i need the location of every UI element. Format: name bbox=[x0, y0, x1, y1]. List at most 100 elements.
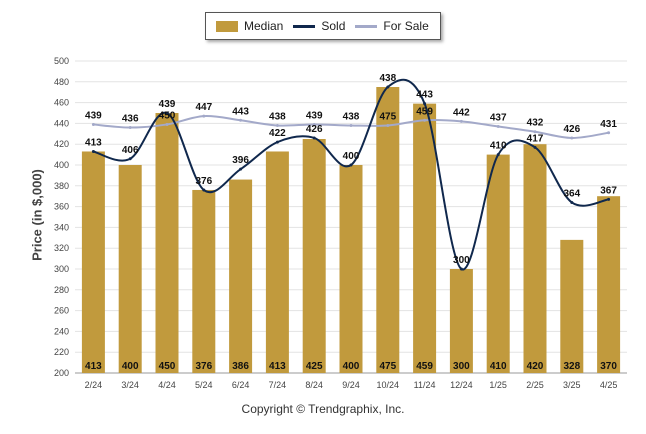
x-tick-label: 6/24 bbox=[232, 380, 250, 390]
legend-item-sold[interactable]: Sold bbox=[293, 19, 345, 33]
sold-data-label: 367 bbox=[600, 185, 617, 196]
median-bar bbox=[413, 103, 437, 373]
median-data-label: 475 bbox=[379, 361, 396, 372]
x-tick-label: 4/24 bbox=[158, 380, 176, 390]
legend-label-median: Median bbox=[244, 19, 284, 33]
sold-swatch bbox=[293, 24, 316, 28]
for-sale-point bbox=[386, 123, 390, 127]
x-tick-label: 11/24 bbox=[414, 380, 436, 390]
y-tick-label: 440 bbox=[54, 118, 69, 128]
y-tick-label: 480 bbox=[54, 77, 69, 87]
for-sale-data-label: 432 bbox=[527, 118, 544, 129]
sold-point bbox=[91, 149, 95, 153]
median-data-label: 400 bbox=[343, 361, 360, 372]
median-data-label: 370 bbox=[600, 361, 617, 372]
sold-point bbox=[533, 145, 537, 149]
x-tick-label: 3/25 bbox=[563, 380, 581, 390]
for-sale-point bbox=[459, 119, 463, 123]
copyright: Copyright © Trendgraphix, Inc. bbox=[241, 402, 405, 416]
for-sale-point bbox=[607, 131, 611, 135]
sold-data-label: 417 bbox=[527, 133, 544, 144]
y-tick-label: 220 bbox=[54, 347, 69, 357]
median-bar bbox=[449, 269, 473, 373]
for-sale-point bbox=[496, 125, 500, 129]
y-tick-label: 240 bbox=[54, 326, 69, 336]
legend-item-median[interactable]: Median bbox=[216, 19, 283, 33]
median-data-label: 459 bbox=[416, 361, 433, 372]
median-data-label: 450 bbox=[159, 361, 176, 372]
sold-point bbox=[312, 136, 316, 140]
sold-data-label: 426 bbox=[306, 124, 323, 135]
y-tick-label: 320 bbox=[54, 243, 69, 253]
sold-point bbox=[239, 167, 243, 171]
sold-point bbox=[423, 102, 427, 106]
median-bar bbox=[302, 139, 326, 373]
sold-point bbox=[349, 163, 353, 167]
legend-item-for-sale[interactable]: For Sale bbox=[355, 19, 429, 33]
sold-data-label: 438 bbox=[379, 73, 396, 84]
y-tick-label: 400 bbox=[54, 160, 69, 170]
legend: Median Sold For Sale bbox=[205, 12, 441, 40]
median-bar bbox=[339, 165, 363, 373]
for-sale-data-label: 459 bbox=[416, 106, 433, 117]
for-sale-data-label: 447 bbox=[195, 102, 212, 113]
for-sale-point bbox=[349, 123, 353, 127]
median-bar bbox=[560, 239, 584, 373]
for-sale-data-label: 443 bbox=[232, 106, 249, 117]
for-sale-data-label: 437 bbox=[490, 113, 507, 124]
for-sale-data-label: 438 bbox=[269, 111, 286, 122]
for-sale-point bbox=[275, 123, 279, 127]
sold-point bbox=[570, 200, 574, 204]
sold-data-label: 443 bbox=[416, 90, 433, 101]
sold-data-label: 376 bbox=[195, 176, 212, 187]
x-tick-label: 3/24 bbox=[121, 380, 139, 390]
y-tick-label: 340 bbox=[54, 222, 69, 232]
median-bar bbox=[192, 189, 216, 373]
median-data-label: 328 bbox=[563, 361, 580, 372]
x-tick-label: 10/24 bbox=[377, 380, 400, 390]
median-bar bbox=[523, 144, 547, 373]
for-sale-point bbox=[239, 118, 243, 122]
for-sale-point bbox=[165, 122, 169, 126]
x-tick-label: 8/24 bbox=[305, 380, 323, 390]
for-sale-data-label: 450 bbox=[159, 110, 176, 121]
y-tick-label: 380 bbox=[54, 181, 69, 191]
median-bar bbox=[376, 87, 400, 373]
sold-data-label: 406 bbox=[122, 145, 139, 156]
sold-point bbox=[459, 267, 463, 271]
x-tick-label: 1/25 bbox=[489, 380, 507, 390]
median-bar bbox=[229, 179, 253, 373]
median-data-label: 386 bbox=[232, 361, 249, 372]
y-tick-label: 260 bbox=[54, 306, 69, 316]
median-data-label: 413 bbox=[269, 361, 286, 372]
median-data-label: 420 bbox=[527, 361, 544, 372]
sold-data-label: 300 bbox=[453, 255, 470, 266]
for-sale-data-label: 431 bbox=[600, 119, 617, 130]
y-tick-label: 300 bbox=[54, 264, 69, 274]
median-data-label: 410 bbox=[490, 361, 507, 372]
for-sale-data-label: 438 bbox=[343, 111, 360, 122]
sold-point bbox=[386, 85, 390, 89]
median-bar bbox=[118, 165, 142, 373]
x-tick-label: 5/24 bbox=[195, 380, 213, 390]
median-bar bbox=[597, 196, 621, 373]
for-sale-point bbox=[312, 122, 316, 126]
median-bar bbox=[155, 113, 179, 373]
sold-point bbox=[275, 140, 279, 144]
median-bar bbox=[486, 154, 510, 373]
y-tick-label: 200 bbox=[54, 368, 69, 378]
median-data-label: 300 bbox=[453, 361, 470, 372]
sold-point bbox=[202, 188, 206, 192]
median-data-label: 376 bbox=[195, 361, 212, 372]
for-sale-data-label: 439 bbox=[85, 110, 102, 121]
for-sale-point bbox=[423, 118, 427, 122]
y-axis-label: Price (in $,000) bbox=[29, 169, 45, 261]
x-tick-label: 7/24 bbox=[269, 380, 287, 390]
for-sale-point bbox=[128, 126, 132, 130]
legend-label-for-sale: For Sale bbox=[383, 19, 429, 33]
median-data-label: 400 bbox=[122, 361, 139, 372]
y-tick-label: 280 bbox=[54, 285, 69, 295]
x-tick-label: 9/24 bbox=[342, 380, 360, 390]
for-sale-point bbox=[202, 114, 206, 118]
for-sale-data-label: 436 bbox=[122, 114, 139, 125]
